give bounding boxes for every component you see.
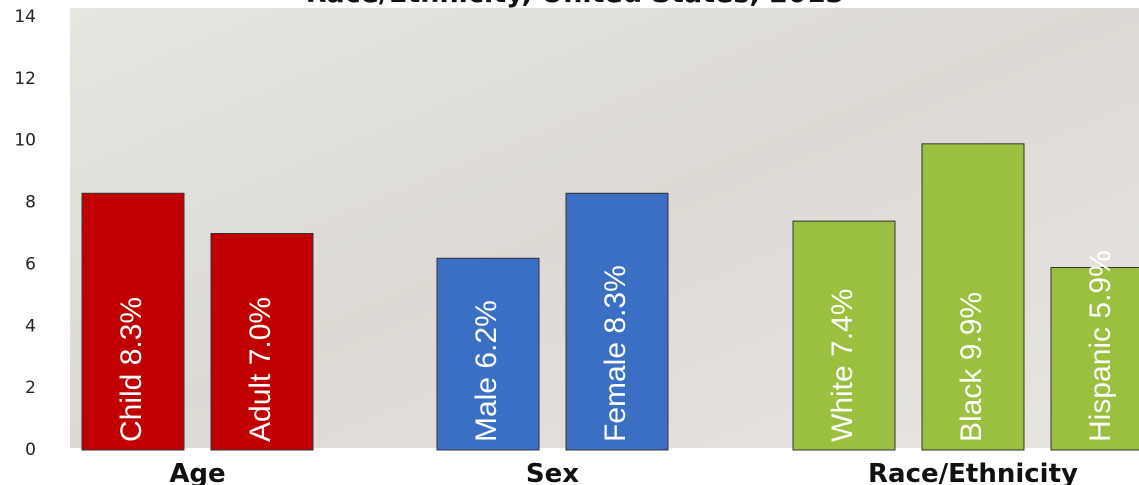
y-tick-label: 2 xyxy=(25,378,36,398)
y-tick-label: 4 xyxy=(25,316,36,336)
group-label: Sex xyxy=(526,459,579,485)
value-label: Child 8.3% xyxy=(115,297,148,442)
value-label: White 7.4% xyxy=(826,289,859,442)
value-label: Male 6.2% xyxy=(470,300,503,442)
value-label: Hispanic 5.9% xyxy=(1084,250,1117,442)
y-tick-label: 6 xyxy=(25,254,36,274)
value-label: Female 8.3% xyxy=(599,265,632,442)
y-tick-label: 0 xyxy=(25,440,36,460)
chart: Race/Ethnicity, United States, 2013 0 2 4 6… xyxy=(0,0,1139,485)
chart-title: Race/Ethnicity, United States, 2013 xyxy=(306,0,845,9)
group-label: Race/Ethnicity xyxy=(868,459,1078,485)
group-label: Age xyxy=(169,459,225,485)
y-tick-label: 8 xyxy=(25,193,36,213)
value-label: Black 9.9% xyxy=(955,292,988,442)
value-label: Adult 7.0% xyxy=(244,297,277,442)
y-tick-label: 12 xyxy=(14,69,36,89)
y-tick-label: 10 xyxy=(14,131,36,151)
y-tick-label: 14 xyxy=(14,7,36,27)
